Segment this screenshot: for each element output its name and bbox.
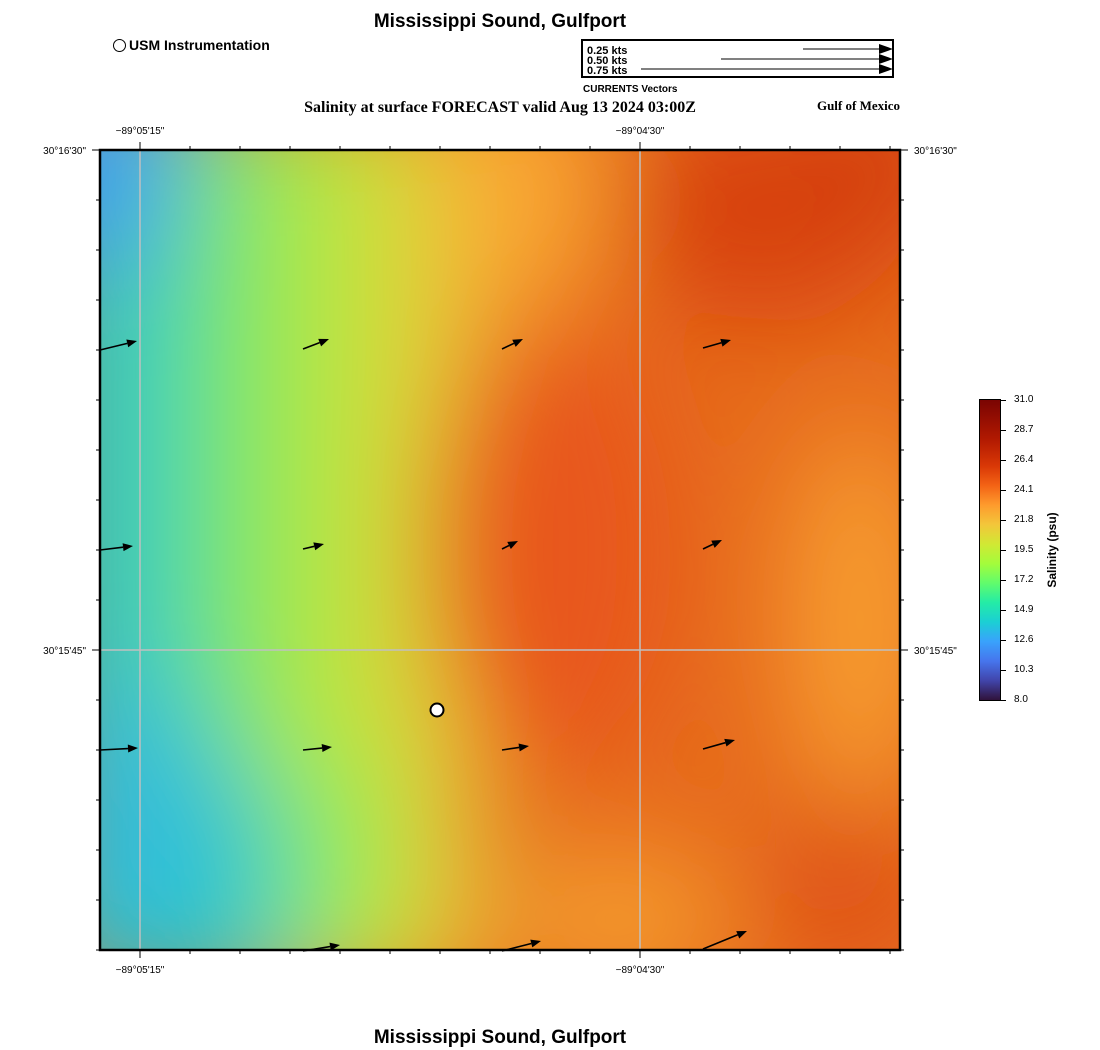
colorbar-tick-label: 21.8 — [1014, 514, 1034, 525]
current-arrow-head — [329, 942, 340, 951]
axis-labels: −89°05'15" −89°04'30" −89°05'15" −89°04'… — [43, 126, 957, 976]
colorbar-tick — [1001, 700, 1006, 701]
colorbar-tick — [1001, 430, 1006, 431]
current-arrow-head — [512, 339, 523, 347]
current-arrow-head — [724, 738, 735, 747]
current-arrow-shaft — [302, 545, 315, 550]
colorbar-tick-label: 12.6 — [1014, 634, 1034, 645]
current-vectors — [99, 338, 747, 952]
colorbar-tick — [1001, 400, 1006, 401]
left-tick-label-1: 30°16'30" — [43, 146, 86, 157]
top-tick-label-2: −89°04'30" — [616, 126, 665, 137]
current-arrow-shaft — [501, 746, 520, 751]
usm-instrument-marker[interactable] — [429, 702, 445, 718]
colorbar-tick — [1001, 460, 1006, 461]
current-arrow-head — [736, 931, 747, 939]
currents-vectors-label: CURRENTS Vectors — [583, 84, 678, 95]
current-arrow-shaft — [501, 544, 510, 550]
graticule — [100, 150, 900, 950]
current-arrow-head — [530, 939, 541, 948]
bottom-tick-label-2: −89°04'30" — [616, 965, 665, 976]
current-arrow-shaft — [99, 747, 129, 751]
current-arrow-shaft — [99, 546, 124, 551]
colorbar-tick — [1001, 670, 1006, 671]
current-arrow-shaft — [501, 342, 515, 350]
colorbar-tick-label: 8.0 — [1014, 694, 1028, 705]
colorbar-tick — [1001, 550, 1006, 551]
right-tick-label-2: 30°15'45" — [914, 646, 957, 657]
salinity-field — [100, 150, 900, 950]
forecast-subtitle: Salinity at surface FORECAST valid Aug 1… — [304, 99, 696, 116]
colorbar-tick-label: 31.0 — [1014, 394, 1034, 405]
colorbar-tick-label: 24.1 — [1014, 484, 1034, 495]
current-arrow-head — [127, 744, 138, 753]
colorbar-title: Salinity (psu) — [1045, 512, 1059, 588]
current-arrow-shaft — [99, 342, 128, 351]
colorbar-tick-label: 10.3 — [1014, 664, 1034, 675]
current-arrow-head — [122, 543, 133, 552]
top-tick-label-1: −89°05'15" — [116, 126, 165, 137]
colorbar-tick — [1001, 520, 1006, 521]
current-arrow-shaft — [702, 341, 722, 349]
salinity-colorbar: 31.0 28.7 26.4 24.1 21.8 19.5 17.2 14.9 12.6 10.3… — [979, 395, 1033, 705]
colorbar-tick — [1001, 610, 1006, 611]
left-tick-label-2: 30°15'45" — [43, 646, 86, 657]
map-title: Mississippi Sound, Gulfport — [373, 11, 627, 32]
current-arrow-shaft — [302, 341, 320, 350]
map-footer-title: Mississippi Sound, Gulfport — [373, 1027, 627, 1048]
usm-legend: USM Instrumentation — [113, 37, 270, 53]
current-arrow-head — [321, 744, 332, 753]
colorbar-tick-label: 19.5 — [1014, 544, 1034, 555]
colorbar-tick — [1001, 640, 1006, 641]
region-label: Gulf of Mexico — [816, 98, 900, 113]
current-vector-legend: 0.25 kts 0.50 kts 0.75 kts — [581, 39, 894, 78]
current-arrow-head — [318, 338, 329, 347]
current-arrow-shaft — [702, 741, 726, 750]
colorbar-gradient — [979, 399, 1001, 701]
right-tick-label-1: 30°16'30" — [914, 146, 957, 157]
vector-legend-entry: 0.75 kts — [587, 65, 628, 77]
usm-legend-label: USM Instrumentation — [129, 37, 270, 53]
frame-ticks — [92, 142, 908, 958]
vector-legend-arrows — [641, 44, 893, 74]
colorbar-tick-label: 14.9 — [1014, 604, 1034, 615]
vector-legend-entry: 0.50 kts — [587, 55, 628, 67]
colorbar-tick — [1001, 490, 1006, 491]
colorbar-tick-label: 28.7 — [1014, 424, 1034, 435]
colorbar-tick-label: 26.4 — [1014, 454, 1034, 465]
current-arrow-shaft — [702, 934, 739, 950]
bottom-tick-label-1: −89°05'15" — [116, 965, 165, 976]
colorbar-tick — [1001, 580, 1006, 581]
current-arrow-head — [518, 743, 529, 752]
current-arrow-head — [313, 542, 324, 551]
current-arrow-head — [126, 339, 137, 348]
current-arrow-shaft — [302, 747, 323, 751]
vector-legend-entry: 0.25 kts — [587, 45, 628, 57]
current-arrow-head — [720, 338, 731, 347]
current-arrow-shaft — [702, 543, 714, 550]
current-arrow-head — [711, 540, 722, 548]
colorbar-tick-label: 17.2 — [1014, 574, 1034, 585]
usm-marker-icon — [113, 38, 126, 52]
current-arrow-head — [507, 541, 518, 550]
